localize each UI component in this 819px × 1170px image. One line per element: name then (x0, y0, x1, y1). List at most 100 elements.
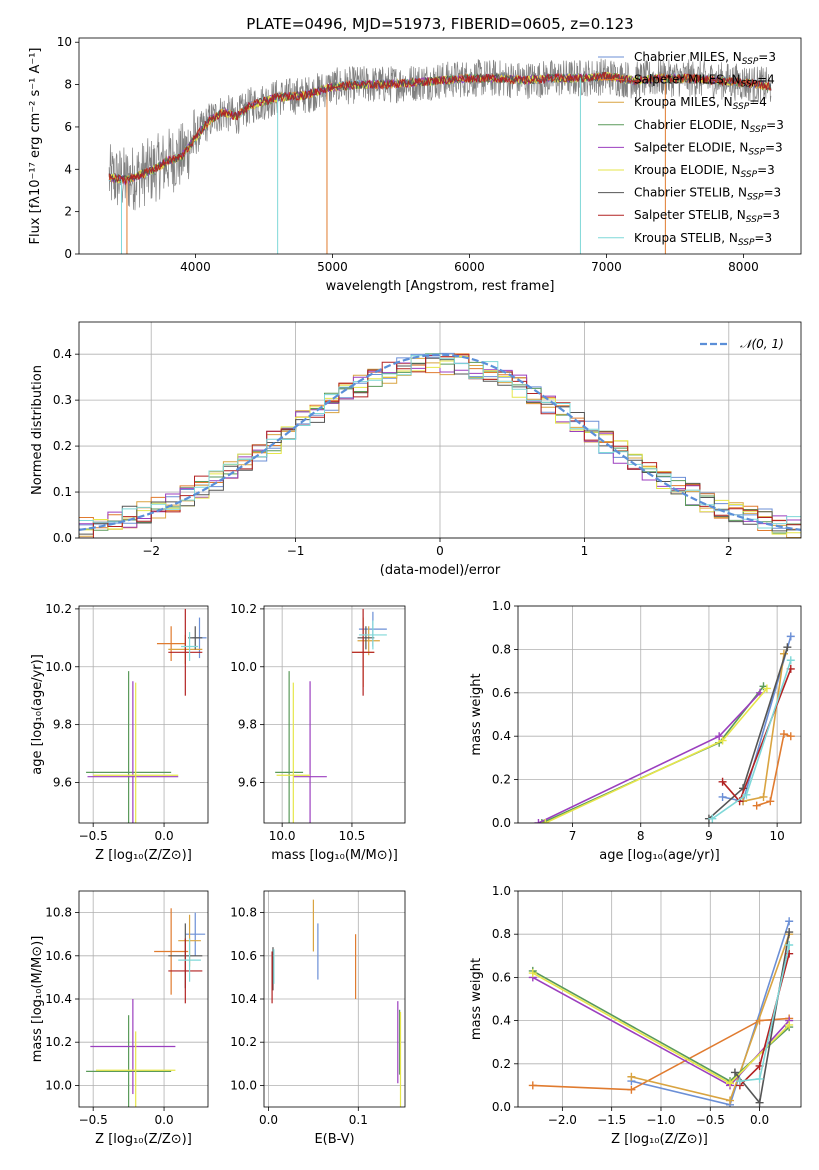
point-salpeter-stelib (168, 938, 203, 1004)
series-marker-0 (730, 1068, 739, 1077)
x-tick-label-1: 5000 (317, 260, 348, 274)
point-salpeter-miles (154, 908, 189, 995)
series-marker-2 (785, 1020, 794, 1029)
point-salpeter-elodie (87, 681, 179, 823)
x-axis-label: E(B-V) (314, 1132, 354, 1147)
y-tick-label-4: 0.4 (53, 347, 72, 361)
series-marker-0 (718, 792, 727, 801)
legend-sub: SSP (746, 215, 763, 225)
point-salpeter-elodie (293, 681, 327, 823)
x-tick-label-1: 0.0 (155, 1113, 174, 1127)
y-tick-label-0: 0 (64, 247, 72, 261)
plot-area (275, 608, 387, 823)
legend-entry-4: Salpeter ELODIE, NSSP=3 (634, 140, 783, 157)
legend-label: Salpeter ELODIE, N (634, 140, 748, 154)
series-line (756, 732, 792, 807)
x-tick-label-2: 0 (436, 544, 444, 558)
series-line (722, 636, 792, 803)
y-tick-label-1: 10.2 (230, 1035, 257, 1049)
y-tick-label-2: 0.4 (492, 729, 511, 743)
x-tick-label-3: 7000 (591, 260, 622, 274)
panel-residuals: −2 −1 0 1 2 0.0 0.1 0.2 0.3 0.4 (data-model)/error… (30, 321, 802, 578)
x-tick-label-3: −0.5 (696, 1113, 725, 1127)
legend-label: Salpeter MILES, N (634, 73, 741, 87)
series-salpeter-elodie (534, 688, 765, 823)
y-tick-label-0: 0.0 (492, 816, 511, 830)
series-marker-0 (528, 1081, 537, 1090)
series-marker-0 (718, 777, 727, 786)
y-tick-label-2: 10.0 (230, 660, 257, 674)
y-axis-label: Normed distribution (30, 365, 45, 495)
legend-sub: SSP (738, 238, 755, 248)
y-tick-label-1: 0.1 (53, 485, 72, 499)
y-tick-label-1: 10.2 (45, 1035, 72, 1049)
point-chabrier-elodie (86, 1015, 172, 1107)
y-tick-label-4: 10.8 (45, 906, 72, 920)
y-tick-label-1: 9.8 (53, 718, 72, 732)
legend-suffix: =4 (757, 73, 775, 87)
y-tick-label-3: 10.2 (45, 602, 72, 616)
legend-label: Kroupa ELODIE, N (634, 163, 741, 177)
x-tick-label-1: −1 (287, 544, 305, 558)
series-marker-2 (785, 928, 794, 937)
legend-label: Kroupa MILES, N (634, 95, 733, 109)
point-chabrier-miles (185, 912, 206, 956)
legend-entry-3: Chabrier ELODIE, NSSP=3 (634, 118, 784, 135)
point-kroupa-stelib (178, 938, 201, 982)
legend-suffix: =3 (765, 140, 783, 154)
panel-mass-vs-Z: −0.5 0.0 10.0 10.2 10.4 10.6 10.8 Z [log₁₀(Z/Z⊙… (30, 890, 209, 1147)
series-marker-2 (786, 656, 795, 665)
x-tick-label-0: −2.0 (548, 1113, 577, 1127)
legend-sub: SSP (748, 147, 765, 157)
panel-spectrum: 4000 5000 6000 7000 8000 0 2 4 6 8 10 wavelength [A… (28, 35, 802, 294)
x-tick-label-0: 0.0 (259, 1113, 278, 1127)
y-axis-label: mass [log₁₀(M/M⊙)] (30, 936, 45, 1063)
point-kroupa-elodie (276, 682, 311, 823)
series-marker-0 (752, 801, 761, 810)
point-salpeter-elodie (90, 999, 176, 1095)
x-axis-label: (data-model)/error (380, 563, 501, 578)
series-marker-1 (726, 1096, 735, 1105)
axes-frame (263, 605, 406, 824)
point-salpeter-stelib (351, 608, 375, 696)
point-chabrier-stelib (188, 626, 203, 650)
legend-sub: SSP (741, 170, 758, 180)
observed-spectrum (108, 58, 772, 211)
legend-entry-8: Kroupa STELIB, NSSP=3 (634, 231, 772, 248)
legend-suffix: =3 (754, 231, 772, 245)
x-tick-label-0: 10.0 (269, 829, 296, 843)
series-marker-0 (528, 969, 537, 978)
legend-entry-1: Salpeter MILES, NSSP=4 (634, 73, 775, 90)
series-marker-1 (715, 732, 724, 741)
x-tick-label-2: −1.0 (646, 1113, 675, 1127)
y-tick-label-0: 9.6 (238, 775, 257, 789)
legend-label: Chabrier STELIB, N (634, 186, 747, 200)
point-salpeter-stelib (168, 608, 203, 696)
plot-area (534, 632, 795, 823)
series-kroupa-stelib (708, 656, 795, 823)
y-axis-label: age [log₁₀(age/yr)] (30, 654, 45, 775)
x-axis-label: Z [log₁₀(Z/Z⊙)] (95, 848, 192, 863)
legend-entry-2: Kroupa MILES, NSSP=4 (634, 95, 767, 112)
x-tick-label-0: −0.5 (79, 1113, 108, 1127)
legend-suffix: =3 (757, 163, 775, 177)
y-tick-label-3: 10.6 (230, 949, 257, 963)
x-tick-label-4: 8000 (728, 260, 759, 274)
x-tick-label-1: 0.0 (155, 829, 174, 843)
point-kroupa-stelib (358, 620, 387, 650)
legend-label: Salpeter STELIB, N (634, 208, 746, 222)
y-tick-label-3: 10.2 (230, 602, 257, 616)
x-tick-label-1: 10.5 (339, 829, 366, 843)
x-tick-label-3: 10 (769, 829, 784, 843)
point-chabrier-stelib (357, 626, 375, 650)
y-tick-label-0: 0.0 (53, 531, 72, 545)
series-marker-2 (783, 643, 792, 652)
y-tick-label-4: 0.8 (492, 927, 511, 941)
y-tick-label-0: 10.0 (45, 1078, 72, 1092)
legend-label: Chabrier ELODIE, N (634, 118, 750, 132)
axes-frame (78, 890, 209, 1108)
series-marker-3 (786, 732, 795, 741)
series-marker-2 (785, 917, 794, 926)
series-marker-2 (785, 941, 794, 949)
